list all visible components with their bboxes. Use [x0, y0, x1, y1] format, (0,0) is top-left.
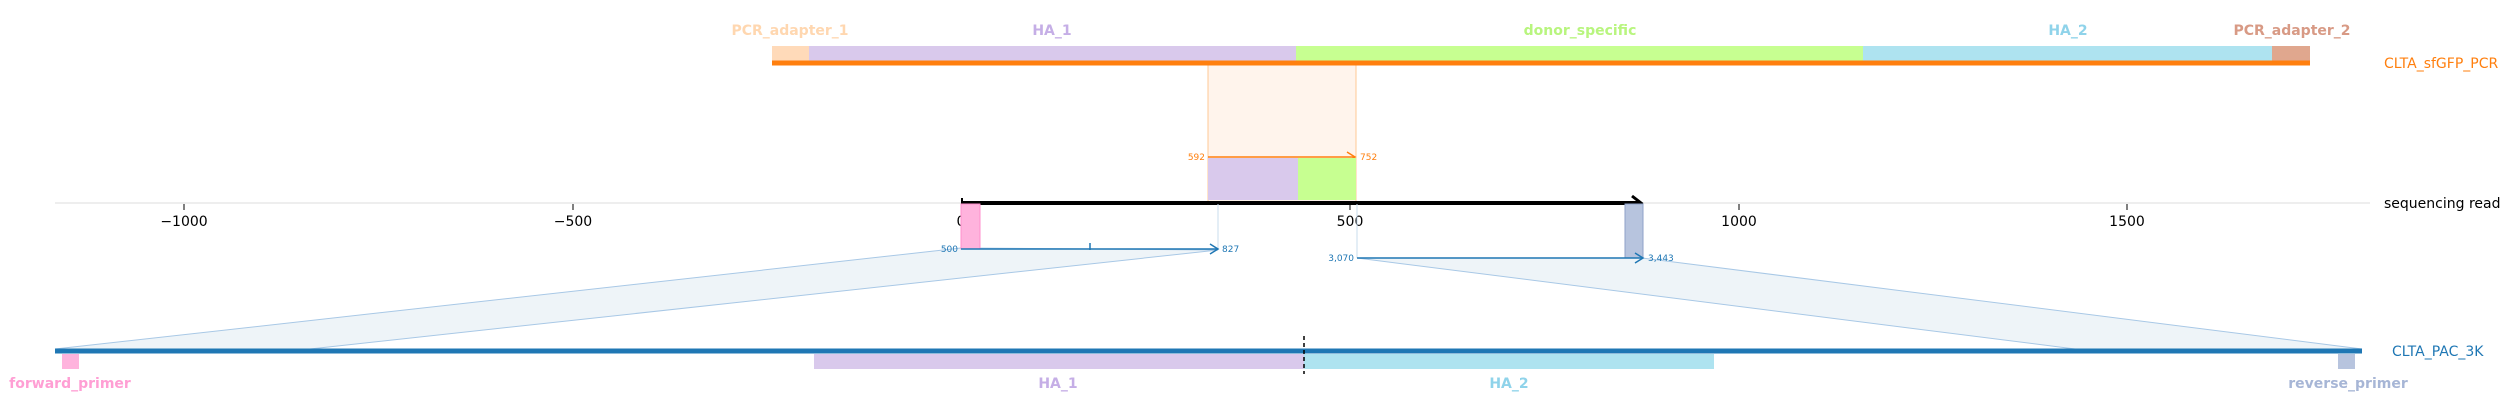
pcr-adapter-2-block [2272, 46, 2310, 61]
pcr-adapter-1-block [772, 46, 809, 61]
pcr-alignment-end: 752 [1360, 153, 1377, 163]
feature-label-ha1-bottom: HA_1 [1038, 376, 1077, 392]
forward-primer-projection [960, 203, 981, 250]
donor-specific-block [1296, 46, 1863, 61]
reverse-primer-block [2338, 354, 2355, 369]
pac-right-alignment-arrowhead [1634, 252, 1645, 264]
sequence-name-pcr: CLTA_sfGFP_PCR [2384, 56, 2498, 72]
feature-label-donor-specific: donor_specific [1524, 23, 1637, 39]
pac-right-start: 3,070 [1328, 254, 1354, 264]
pac-left-alignment-band [54, 247, 1219, 350]
pcr-alignment-start: 592 [1188, 153, 1205, 163]
ha2-block-top [1863, 46, 2272, 61]
sequence-name-pac: CLTA_PAC_3K [2392, 344, 2484, 360]
reverse-primer-projection [1624, 203, 1644, 259]
axis-ticks: −1000 −500 0 500 1000 1500 [160, 204, 2145, 230]
ha1-block-bottom [814, 354, 1304, 369]
feature-label-pcr-adapter-2: PCR_adapter_2 [2233, 23, 2350, 39]
tick-label: 1500 [2109, 214, 2145, 230]
pcr-product-track: PCR_adapter_1 HA_1 donor_specific HA_2 P… [731, 23, 2498, 205]
read-track: −1000 −500 0 500 1000 1500 sequencing re… [55, 194, 2500, 230]
pac-left-end: 827 [1222, 245, 1239, 255]
pac-right-alignment-band [1356, 257, 2363, 350]
tick-label: 500 [1337, 214, 1364, 230]
pac-left-alignment-arrowhead [1209, 243, 1220, 255]
pac-track: 500 827 3,070 3,443 forward_primer HA_1 … [9, 203, 2484, 392]
feature-label-ha2-top: HA_2 [2048, 23, 2087, 39]
tick-label: 1000 [1721, 214, 1757, 230]
tick-label: −1000 [160, 214, 207, 230]
ha1-block-top [809, 46, 1296, 61]
feature-label-ha1-top: HA_1 [1032, 23, 1071, 39]
pac-right-end: 3,443 [1648, 254, 1674, 264]
tick-label: −500 [554, 214, 592, 230]
pac-left-start: 500 [941, 245, 958, 255]
feature-label-forward-primer: forward_primer [9, 376, 131, 392]
feature-label-pcr-adapter-1: PCR_adapter_1 [731, 23, 848, 39]
ha1-projection [1208, 158, 1298, 200]
feature-label-reverse-primer: reverse_primer [2288, 376, 2408, 392]
sequence-name-read: sequencing read [2384, 196, 2500, 212]
ha2-block-bottom [1304, 354, 1714, 369]
feature-label-ha2-bottom: HA_2 [1489, 376, 1528, 392]
forward-primer-block [62, 354, 79, 369]
donor-specific-projection [1298, 158, 1356, 200]
